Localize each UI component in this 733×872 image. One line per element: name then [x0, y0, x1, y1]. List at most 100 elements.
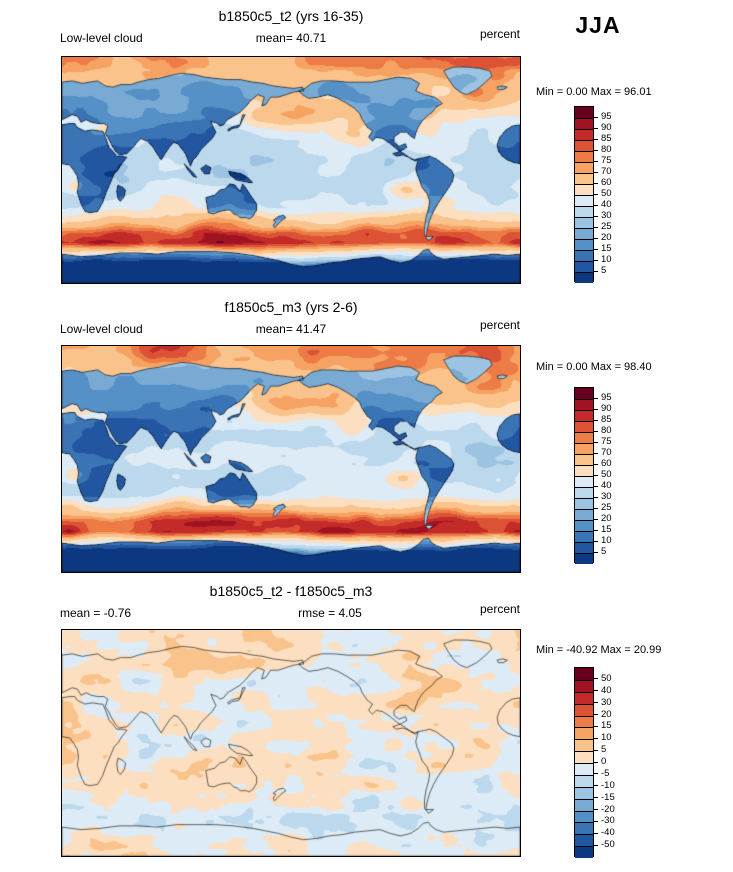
panel2-map: [61, 345, 521, 573]
colorbar-tick: [594, 193, 598, 195]
colorbar-level-label: 60: [601, 177, 612, 188]
colorbar-tick: [594, 737, 598, 739]
colorbar-level-label: 30: [601, 491, 612, 502]
panel1-map: [61, 56, 521, 284]
colorbar-swatch: [575, 129, 593, 140]
colorbar-swatch: [575, 228, 593, 239]
colorbar-level-label: 40: [601, 199, 612, 210]
colorbar-swatch: [575, 476, 593, 487]
colorbar-tick: [594, 441, 598, 443]
colorbar-tick: [594, 430, 598, 432]
colorbar-swatch: [575, 421, 593, 432]
colorbar-swatch: [575, 715, 593, 728]
colorbar-swatch: [575, 798, 593, 811]
colorbar-swatch: [575, 846, 593, 858]
colorbar-swatch: [575, 520, 593, 531]
colorbar-tick: [594, 832, 598, 834]
colorbar-level-label: 10: [601, 535, 612, 546]
colorbar-level-label: 60: [601, 458, 612, 469]
panel2-minmax-label: Min = 0.00 Max = 98.40: [536, 361, 652, 373]
colorbar-swatch: [575, 774, 593, 787]
panel3-units-label: percent: [479, 602, 520, 616]
panel1-title: b1850c5_t2 (yrs 16-35): [218, 8, 364, 24]
panel2-mean-label: mean= 41.47: [255, 322, 327, 336]
colorbar-level-label: 20: [601, 232, 612, 243]
panel3-title: b1850c5_t2 - f1850c5_m3: [209, 583, 373, 599]
colorbar-tick: [594, 452, 598, 454]
colorbar-level-label: 75: [601, 436, 612, 447]
panel3-map: [61, 629, 521, 857]
colorbar-tick: [594, 397, 598, 399]
colorbar-tick: [594, 259, 598, 261]
colorbar-tick: [594, 485, 598, 487]
colorbar-level-label: 10: [601, 732, 612, 744]
colorbar-swatch: [575, 487, 593, 498]
colorbar-level-label: -10: [601, 779, 615, 791]
colorbar-tick: [594, 182, 598, 184]
colorbar-level-label: 80: [601, 144, 612, 155]
colorbar-tick: [594, 408, 598, 410]
colorbar-swatch: [575, 668, 593, 680]
panel3-rmse-label: rmse = 4.05: [298, 606, 362, 620]
colorbar-level-label: 50: [601, 188, 612, 199]
colorbar-swatch: [575, 239, 593, 250]
colorbar-swatch: [575, 465, 593, 476]
panel3-map-canvas: [62, 630, 520, 856]
colorbar-tick: [594, 496, 598, 498]
colorbar-tick: [594, 820, 598, 822]
colorbar-level-label: 0: [601, 756, 607, 767]
colorbar-swatch: [575, 786, 593, 799]
colorbar-level-label: -20: [601, 803, 615, 815]
colorbar-tick: [594, 702, 598, 704]
panel1-variable-label: Low-level cloud: [60, 31, 143, 45]
colorbar-tick: [594, 761, 598, 763]
colorbar-swatch: [575, 679, 593, 692]
colorbar-swatch: [575, 140, 593, 151]
colorbar-swatch: [575, 388, 593, 399]
colorbar-level-label: -15: [601, 791, 615, 803]
colorbar-swatch: [575, 727, 593, 740]
colorbar-tick: [594, 116, 598, 118]
panel2-variable-label: Low-level cloud: [60, 322, 143, 336]
colorbar-swatch: [575, 151, 593, 162]
colorbar-level-label: 50: [601, 672, 612, 684]
colorbar-level-label: 95: [601, 111, 612, 122]
colorbar-swatch: [575, 107, 593, 118]
colorbar-level-label: -30: [601, 815, 615, 827]
colorbar-level-label: 20: [601, 513, 612, 524]
colorbar-tick: [594, 270, 598, 272]
colorbar-swatches: [574, 387, 594, 564]
colorbar-level-label: 50: [601, 469, 612, 480]
colorbar-level-label: 85: [601, 133, 612, 144]
colorbar-tick: [594, 844, 598, 846]
colorbar-level-label: 25: [601, 221, 612, 232]
colorbar-tick: [594, 463, 598, 465]
colorbar-swatch: [575, 454, 593, 465]
colorbar-swatch: [575, 509, 593, 520]
colorbar-level-label: 5: [601, 546, 607, 557]
colorbar-level-label: 20: [601, 708, 612, 720]
panel1-minmax-label: Min = 0.00 Max = 96.01: [536, 86, 652, 98]
colorbar-swatch: [575, 162, 593, 173]
panel2-map-canvas: [62, 346, 520, 572]
colorbar-tick: [594, 809, 598, 810]
colorbar-swatch: [575, 542, 593, 553]
colorbar-level-label: -5: [601, 767, 610, 779]
colorbar-swatch: [575, 206, 593, 217]
colorbar-level-label: 85: [601, 414, 612, 425]
colorbar-level-label: 70: [601, 447, 612, 458]
colorbar-swatch: [575, 195, 593, 206]
panel2-title: f1850c5_m3 (yrs 2-6): [224, 299, 358, 315]
panel3-mean-label: mean = -0.76: [60, 606, 132, 620]
colorbar-swatch: [575, 739, 593, 752]
colorbar-tick: [594, 551, 598, 553]
colorbar-swatch: [575, 118, 593, 129]
colorbar-swatch: [575, 443, 593, 454]
panel1-map-canvas: [62, 57, 520, 283]
colorbar-tick: [594, 518, 598, 520]
colorbar-tick: [594, 127, 598, 129]
colorbar-swatch: [575, 553, 593, 564]
colorbar-swatch: [575, 822, 593, 835]
colorbar-swatch: [575, 261, 593, 272]
